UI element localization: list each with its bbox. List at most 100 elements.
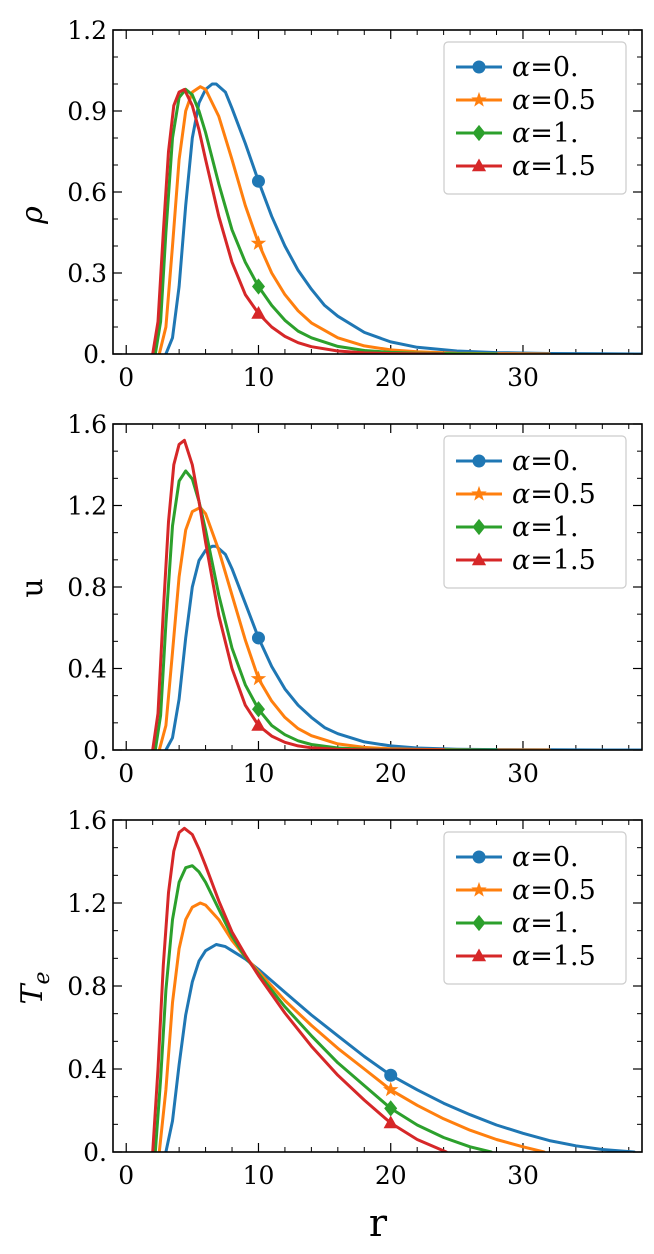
legend-label-3: α=1.5 — [512, 151, 596, 182]
te-panel: 0 10 20 30 0. 0.4 0.8 1.2 1.6 Te α=0.α=0.5α=1.α=1.… — [15, 806, 643, 1190]
series-marker-3 — [251, 718, 266, 731]
y-tick-label: 0.8 — [67, 573, 107, 602]
series-marker-1 — [250, 670, 267, 686]
series-line-0 — [164, 943, 636, 1152]
legend-marker-0 — [472, 850, 486, 864]
series-marker-2 — [252, 278, 265, 295]
y-tick-label: 1.2 — [67, 889, 107, 918]
legend-label-symbol: α — [512, 479, 530, 510]
y-tick-label: 1.2 — [67, 492, 107, 521]
legend-label-symbol: α — [512, 941, 530, 972]
y-tick-label: 0. — [83, 736, 107, 765]
x-tick-label: 20 — [375, 759, 407, 788]
legend-label-symbol: α — [512, 875, 530, 906]
legend-frame — [443, 435, 627, 589]
legend-marker-1 — [471, 881, 487, 897]
curves — [151, 82, 642, 354]
y-tick-label: 0.3 — [67, 259, 107, 288]
legend-marker-1 — [471, 91, 487, 107]
legend-marker-0 — [472, 454, 486, 468]
legend-marker-3 — [471, 948, 487, 962]
legend-label-2: α=1. — [512, 118, 579, 149]
legend-label-symbol: α — [512, 908, 530, 939]
legend-label-symbol: α — [512, 85, 530, 116]
legend-label-2: α=1. — [512, 908, 579, 939]
x-tick-label: 30 — [507, 1161, 539, 1190]
x-tick-label: 10 — [243, 1161, 275, 1190]
series-marker-3 — [383, 1115, 398, 1129]
y-axis-label: u — [15, 578, 50, 597]
series-line-3 — [151, 826, 448, 1152]
x-tick-label: 0 — [118, 759, 134, 788]
legend-label-3: α=1.5 — [512, 941, 596, 972]
y-tick-label: 0.6 — [67, 178, 107, 207]
series-line-0 — [164, 82, 642, 354]
x-tick-label: 0 — [118, 363, 134, 392]
y-tick-label: 1.2 — [67, 16, 107, 45]
legend: α=0.α=0.5α=1.α=1.5 — [443, 831, 627, 985]
series-marker-0 — [384, 1068, 398, 1082]
legend-label-symbol: α — [512, 446, 530, 477]
legend-label-symbol: α — [512, 545, 530, 576]
legend: α=0.α=0.5α=1.α=1.5 — [443, 435, 627, 589]
legend-marker-2 — [472, 518, 486, 536]
legend-label-1: α=0.5 — [512, 875, 596, 906]
y-tick-label: 0.4 — [67, 1055, 107, 1084]
x-tick-label: 20 — [375, 363, 407, 392]
legend-label-1: α=0.5 — [512, 479, 596, 510]
legend-label-3: α=1.5 — [512, 545, 596, 576]
y-tick-label: 1.6 — [67, 410, 107, 439]
legend-frame — [443, 41, 627, 195]
plot-frame — [112, 423, 643, 751]
y-axis-label: Te — [15, 971, 55, 1004]
curves — [151, 826, 636, 1152]
series-marker-1 — [383, 1081, 399, 1097]
legend-marker-2 — [472, 914, 486, 932]
series-marker-2 — [384, 1100, 398, 1117]
legend-marker-2 — [472, 124, 486, 142]
series-marker-3 — [251, 306, 266, 319]
series-marker-0 — [251, 174, 265, 188]
legend-label-symbol: α — [512, 151, 530, 182]
legend-marker-0 — [472, 60, 486, 74]
series-marker-0 — [251, 631, 265, 645]
legend-label-0: α=0. — [512, 446, 579, 477]
series-marker-1 — [250, 235, 267, 250]
legend: α=0.α=0.5α=1.α=1.5 — [443, 41, 627, 195]
legend-label-symbol: α — [512, 118, 530, 149]
x-tick-label: 10 — [243, 759, 275, 788]
plot-frame — [112, 819, 643, 1153]
y-tick-label: 1.6 — [67, 806, 107, 835]
legend-label-1: α=0.5 — [512, 85, 596, 116]
x-tick-label: 0 — [118, 1161, 134, 1190]
series-line-2 — [153, 864, 493, 1152]
x-tick-label: 30 — [507, 363, 539, 392]
legend-marker-3 — [471, 552, 487, 566]
u-panel: 0 10 20 30 0. 0.4 0.8 1.2 1.6 u α=0.α=0.5α=1.α=1.5 — [15, 410, 643, 788]
legend-marker-1 — [471, 485, 487, 501]
y-tick-label: 0. — [83, 340, 107, 369]
y-tick-label: 0.4 — [67, 655, 107, 684]
legend-frame — [443, 831, 627, 985]
x-axis-label: r — [369, 1201, 388, 1245]
legend-label-symbol: α — [512, 52, 530, 83]
rho-panel: 0 10 20 30 0. 0.3 0.6 0.9 1.2 ρ α=0.α=0.5α=1.α=1.5 — [15, 16, 643, 392]
y-tick-label: 0.8 — [67, 972, 107, 1001]
y-axis-label: ρ — [15, 206, 50, 225]
legend-label-0: α=0. — [512, 842, 579, 873]
series-marker-2 — [252, 701, 265, 718]
y-axis-label-subscript: e — [30, 971, 55, 984]
y-tick-label: 0. — [83, 1138, 107, 1167]
series-line-3 — [151, 87, 446, 354]
x-tick-label: 20 — [375, 1161, 407, 1190]
legend-marker-3 — [471, 158, 487, 172]
x-tick-label: 10 — [243, 363, 275, 392]
legend-label-0: α=0. — [512, 52, 579, 83]
x-tick-label: 30 — [507, 759, 539, 788]
legend-label-2: α=1. — [512, 512, 579, 543]
legend-label-symbol: α — [512, 512, 530, 543]
legend-label-symbol: α — [512, 842, 530, 873]
y-tick-label: 0.9 — [67, 97, 107, 126]
series-line-2 — [153, 87, 498, 354]
